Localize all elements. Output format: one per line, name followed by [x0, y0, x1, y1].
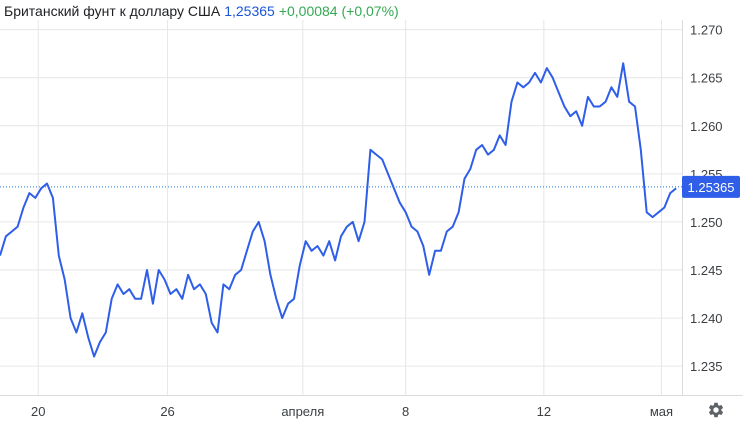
x-tick-label: 12: [537, 404, 551, 419]
y-tick-label: 1.240: [690, 311, 723, 326]
x-tick-label: мая: [650, 404, 673, 419]
x-axis: 20 26 апреля 8 12 мая: [31, 404, 673, 419]
settings-button[interactable]: [707, 401, 725, 419]
x-tick-label: апреля: [281, 404, 324, 419]
grid: [0, 20, 743, 396]
y-tick-label: 1.235: [690, 359, 723, 374]
x-tick-label: 20: [31, 404, 45, 419]
x-tick-label: 26: [160, 404, 174, 419]
y-tick-label: 1.245: [690, 263, 723, 278]
current-value-label: 1.25365: [682, 175, 740, 198]
y-tick-label: 1.265: [690, 71, 723, 86]
chart-header: Британский фунт к доллару США 1,25365 +0,0…: [4, 3, 399, 19]
current-value-badge: [682, 175, 740, 198]
x-tick-label: 8: [402, 404, 409, 419]
price-change: +0,00084 (+0,07%): [278, 3, 399, 19]
y-tick-label: 1.250: [690, 215, 723, 230]
current-price: 1,25365: [224, 3, 275, 19]
instrument-title: Британский фунт к доллару США: [4, 3, 221, 19]
gear-icon: [708, 402, 724, 418]
y-tick-label: 1.260: [690, 119, 723, 134]
series-line: [0, 62, 677, 358]
current-value-text: 1.25365: [688, 180, 735, 195]
series: [0, 62, 677, 358]
y-tick-label: 1.270: [690, 23, 723, 38]
